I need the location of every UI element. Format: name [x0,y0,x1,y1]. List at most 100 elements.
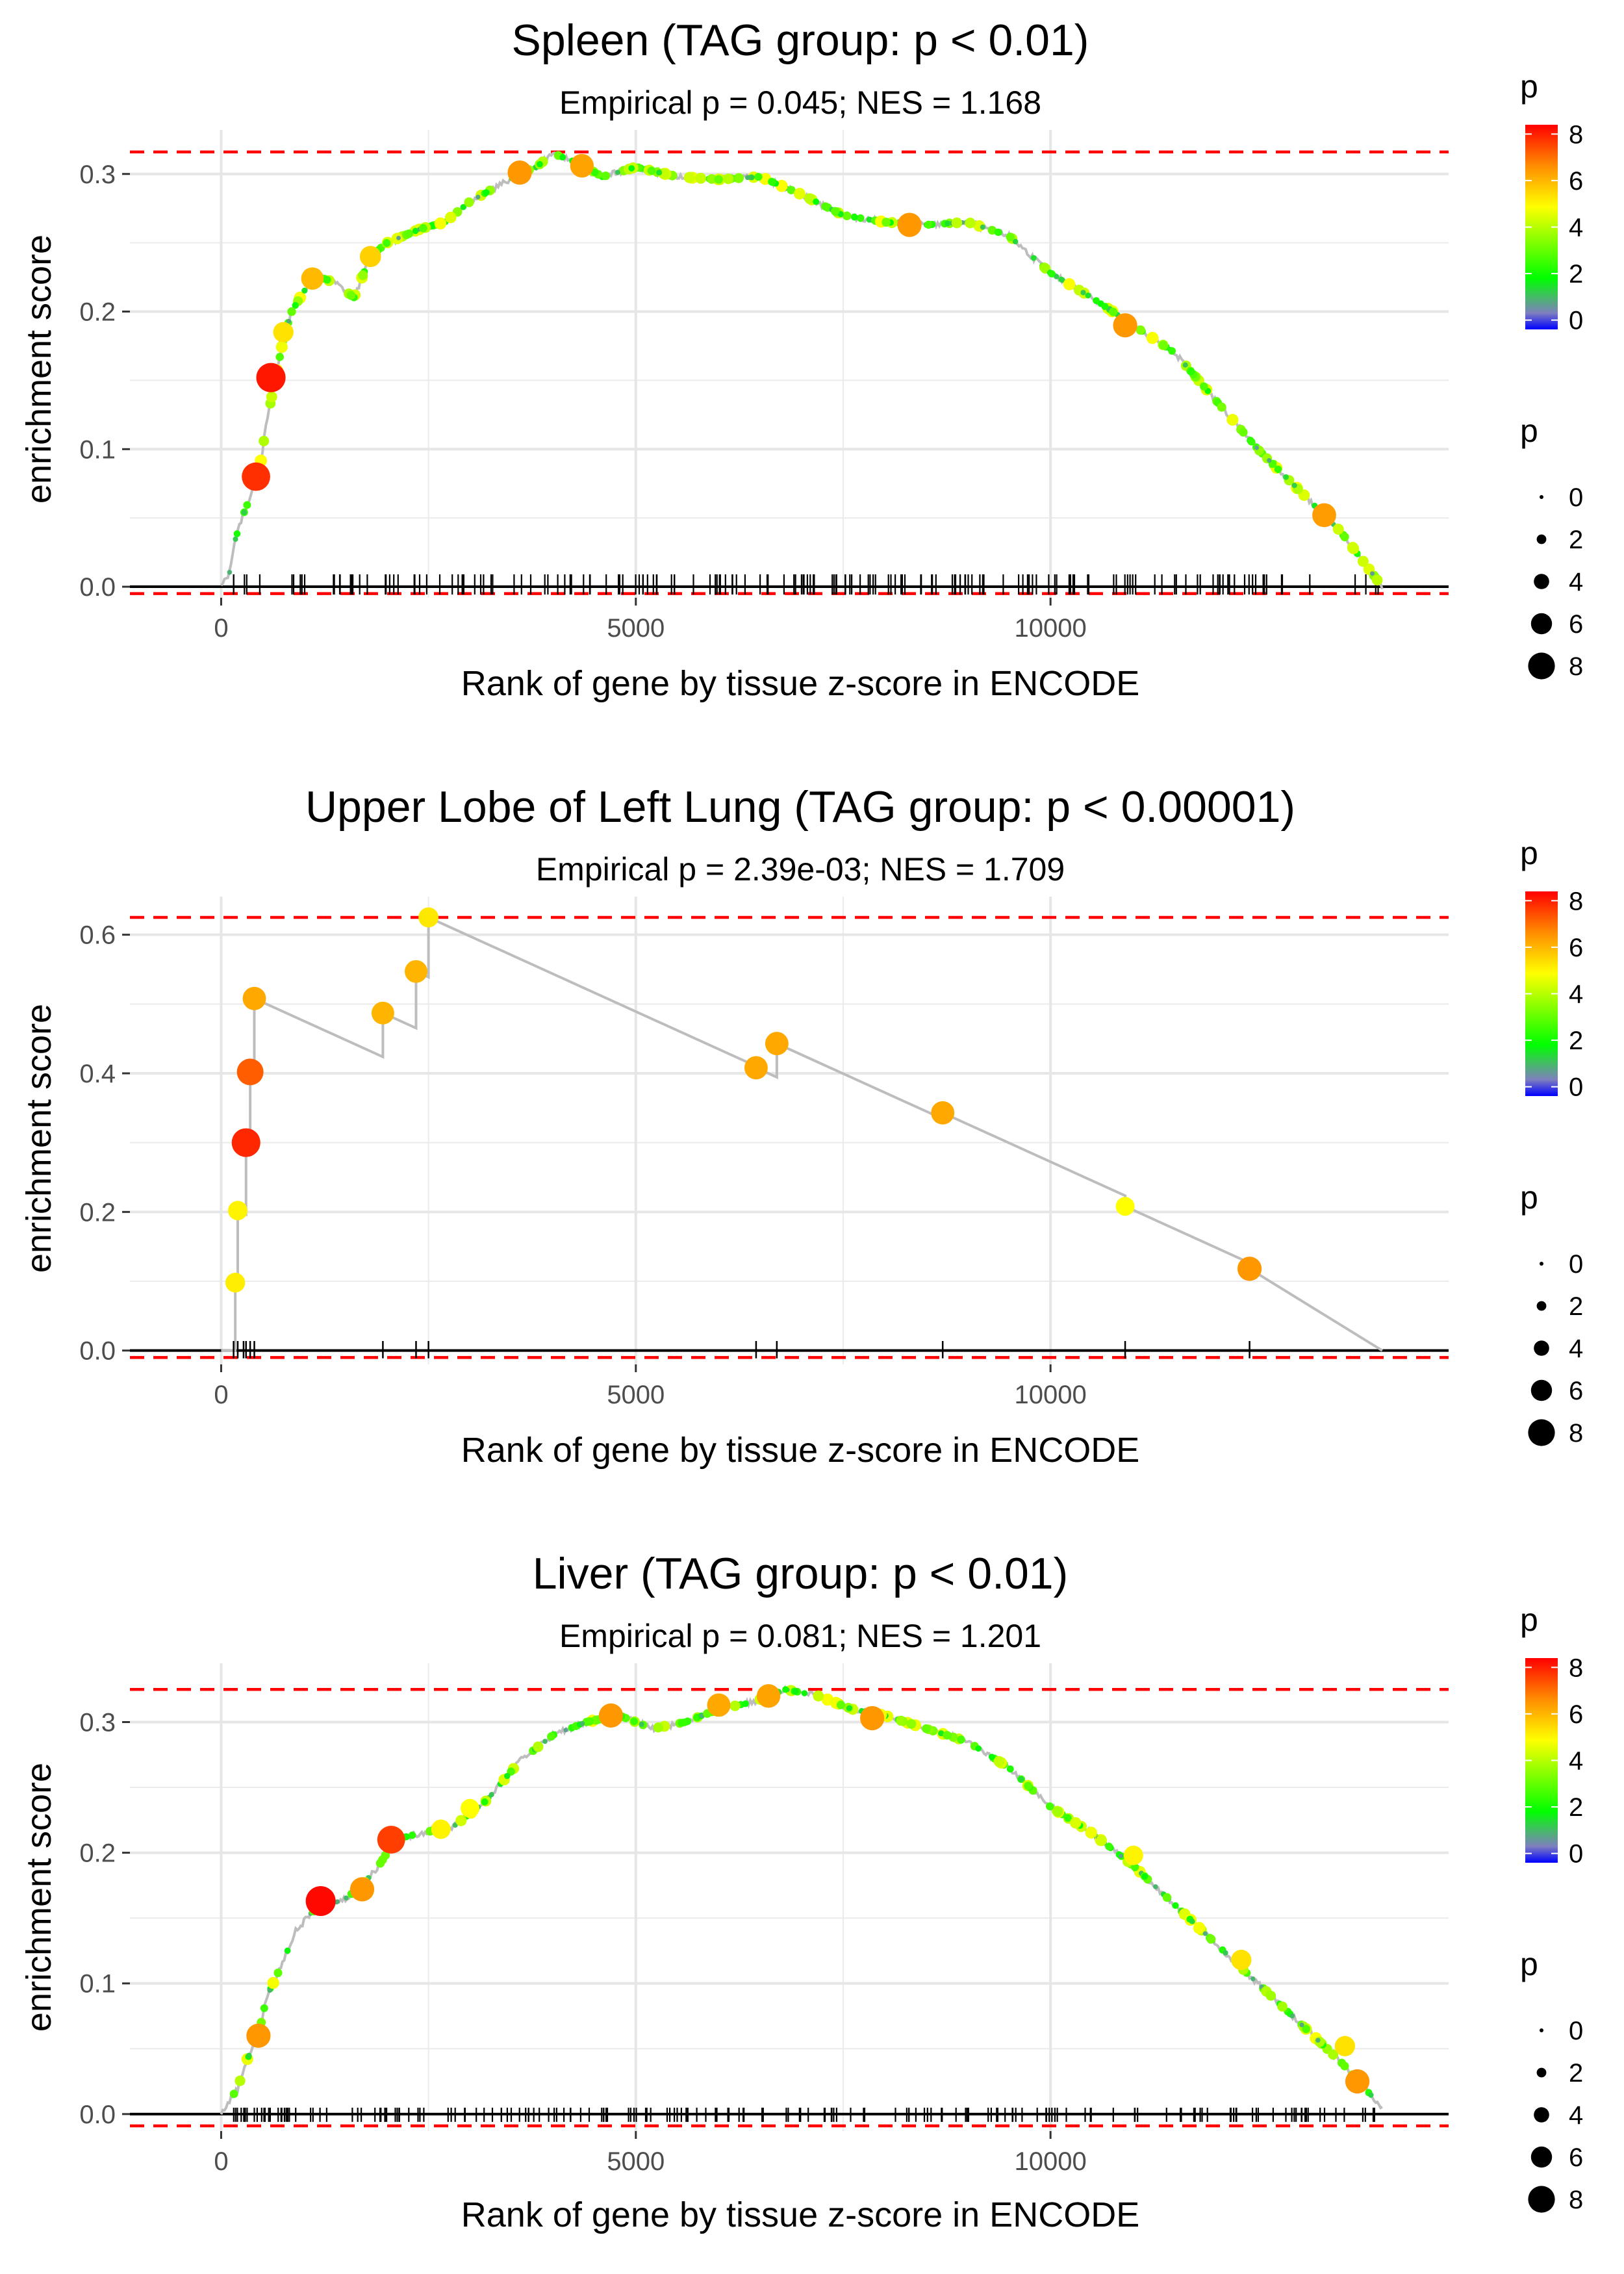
color-legend-label: 6 [1569,934,1583,962]
gene-point [1141,1873,1148,1880]
gene-point [1302,2025,1311,2034]
gene-point [994,228,1002,236]
gene-point [938,1730,945,1737]
liver-subtitle: Empirical p = 0.081; NES = 1.201 [559,1618,1041,1654]
gene-point [707,1693,731,1717]
size-legend-label: 0 [1569,483,1583,512]
gene-point [1291,482,1297,489]
gene-point [993,1756,1005,1767]
gene-point [1146,331,1159,344]
gene-point [267,1976,279,1989]
gene-point [537,160,543,168]
gene-point [804,193,815,204]
gene-point [235,2075,246,2086]
gene-point [906,1718,917,1729]
size-legend-dot [1534,2107,1549,2123]
color-legend-title: p [1520,68,1538,105]
gene-point [846,1705,853,1711]
gene-point [1046,1802,1054,1811]
gene-point [630,1717,639,1726]
gene-point [851,213,858,221]
lung-x-axis-title: Rank of gene by tissue z-score in ENCODE [461,1431,1139,1470]
gene-point [408,1832,416,1839]
gene-point [1340,2062,1349,2071]
gene-point [452,1822,458,1828]
legends: p 8 6 4 2 0 p 0 2 4 6 8 p 8 6 4 2 0 p 0 2 4 6 8 p 8 6 4 2 0 p 0 2 4 6 8 [1520,68,1583,2214]
y-tick-label: 0.6 [79,921,116,950]
gene-point [931,1101,955,1125]
x-tick-label: 10000 [1015,614,1087,643]
y-tick-label: 0.2 [79,1839,116,1868]
gene-point [1265,1990,1276,2001]
gene-point [647,166,656,175]
gene-point [813,1690,824,1702]
gene-point [965,217,976,229]
gene-point [1345,2069,1370,2094]
gene-point [1226,413,1239,426]
gene-point [1217,402,1226,412]
gene-point [1168,347,1176,355]
x-tick-label: 10000 [1015,1381,1087,1409]
gene-point [404,960,427,983]
gene-point [563,1728,568,1733]
color-legend-label: 8 [1569,887,1583,915]
gene-point [922,1724,931,1733]
size-legend-label: 2 [1569,1292,1583,1321]
gene-point [1030,255,1037,261]
gene-point [744,1056,768,1080]
gene-point [1039,262,1050,273]
gene-point [476,194,481,199]
x-tick-label: 5000 [607,2147,665,2176]
gene-point [1206,1934,1216,1944]
y-tick-label: 0.4 [79,1060,116,1088]
gene-point [1250,1976,1256,1982]
gene-point [1158,340,1168,350]
gene-point [1095,1835,1107,1846]
gene-point [742,1700,749,1707]
x-tick-label: 0 [214,1381,228,1409]
gene-point [1063,278,1076,290]
size-legend-dot [1534,574,1549,589]
y-tick-label: 0.1 [79,435,116,464]
gene-point [714,175,723,184]
gene-point [229,2089,238,2099]
size-legend-label: 0 [1569,1250,1583,1279]
gene-point [1371,574,1383,586]
size-legend-label: 2 [1569,526,1583,554]
gene-point [734,173,744,183]
gene-point [483,189,490,196]
gene-point [615,170,620,175]
gene-point [570,153,594,178]
x-tick-label: 0 [214,2147,228,2176]
spleen-x-axis-title: Rank of gene by tissue z-score in ENCODE [461,664,1139,703]
size-legend-title: p [1520,1179,1538,1216]
color-legend-label: 4 [1569,980,1583,1009]
gene-point [1348,543,1360,555]
gene-point [744,175,750,181]
y-tick-label: 0.1 [79,1970,116,1999]
gene-point [371,1001,394,1025]
gene-point [1182,362,1188,368]
color-legend-label: 0 [1569,1073,1583,1102]
gene-point [897,212,922,237]
gene-point [813,198,820,205]
size-legend-label: 6 [1569,1377,1583,1405]
gene-point [1237,1257,1262,1281]
gene-point [273,322,294,342]
gene-point [787,186,796,195]
liver-x-axis-title: Rank of gene by tissue z-score in ENCODE [461,2195,1139,2234]
gene-point [305,1886,336,1917]
gene-point [988,1754,995,1761]
gene-point [1283,474,1289,480]
gene-point [793,188,806,200]
gene-point [1093,297,1100,305]
gene-point [1136,325,1145,335]
size-legend-dot [1530,2146,1553,2168]
gene-point [1247,437,1256,446]
gene-point [346,290,356,300]
color-legend-label: 8 [1569,1654,1583,1682]
size-legend-dot [1528,1419,1555,1446]
gene-point [896,1715,906,1726]
size-legend-label: 4 [1569,2101,1583,2130]
